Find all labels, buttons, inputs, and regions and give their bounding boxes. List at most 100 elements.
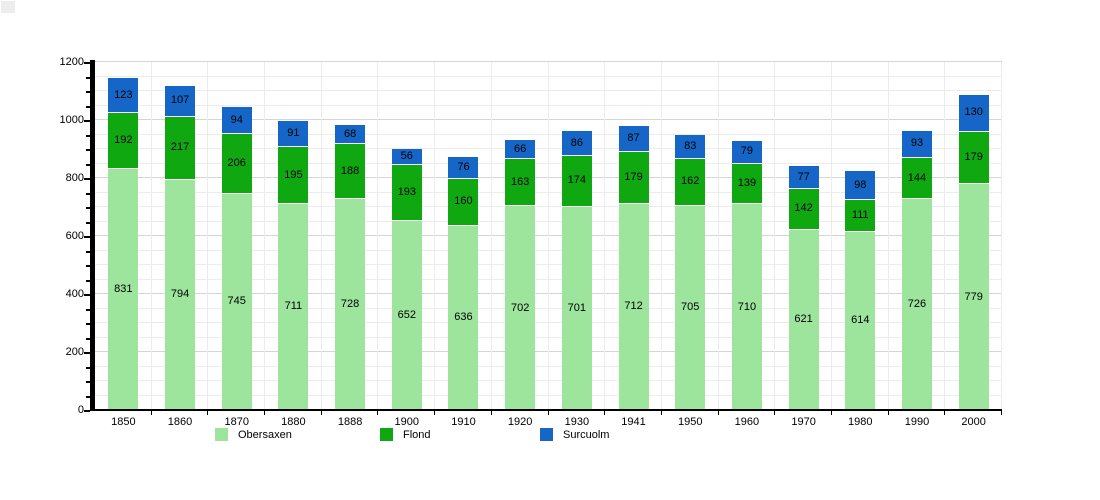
bar-segment-obersaxen: 794: [165, 179, 196, 410]
bar-value-label: 130: [964, 106, 983, 119]
plot-area: 831 192 123 1850 794 217 107 1860 745 206 94 1870 71…: [95, 61, 1002, 428]
bar-segment-obersaxen: 745: [221, 193, 252, 410]
bar-segment-surcuolm: 86: [561, 131, 592, 157]
bar-value-label: 711: [284, 300, 303, 313]
x-axis-tick: [660, 411, 662, 415]
bar-segment-obersaxen: 710: [731, 204, 762, 410]
bar-segment-flond: 144: [901, 157, 932, 200]
gridline-major: [95, 61, 1002, 62]
category-column: 779 179 130 2000: [945, 62, 1002, 428]
bar-value-label: 195: [284, 168, 303, 181]
bar-segment-surcuolm: 91: [278, 120, 309, 148]
x-axis-tick: [490, 411, 492, 415]
bar-value-label: 87: [627, 132, 640, 145]
bar-value-label: 77: [797, 170, 810, 183]
bar-segment-surcuolm: 83: [675, 134, 706, 159]
category-column: 614 111 98 1980: [832, 62, 889, 428]
bar-segment-surcuolm: 87: [618, 126, 649, 152]
gridline-minor: [95, 336, 1002, 338]
bar-value-label: 728: [340, 297, 360, 310]
x-axis-tick: [604, 411, 606, 415]
bar-segment-obersaxen: 779: [958, 184, 989, 410]
bar-value-label: 111: [851, 208, 869, 221]
category-column: 701 174 86 1930: [549, 62, 606, 428]
gridline-vertical: [944, 62, 946, 410]
bar-segment-surcuolm: 123: [108, 77, 139, 114]
bar-segment-surcuolm: 93: [901, 130, 932, 158]
x-axis-tick-label: 1920: [507, 416, 533, 428]
gridline-vertical: [660, 62, 662, 410]
bar-segment-obersaxen: 701: [561, 206, 592, 410]
gridline-minor: [95, 249, 1002, 251]
x-axis-tick-label: 1850: [111, 416, 136, 428]
x-axis-tick: [830, 411, 832, 415]
gridline-minor: [95, 365, 1002, 367]
y-axis-minor-tick: [86, 105, 90, 108]
y-axis-tick-label: 600: [65, 230, 84, 242]
gridline-major: [95, 293, 1002, 294]
y-axis-minor-tick: [86, 207, 90, 209]
y-axis-minor-tick: [86, 323, 90, 325]
bar-value-label: 162: [681, 175, 700, 188]
x-axis-tick: [774, 411, 776, 415]
bar-value-label: 636: [454, 311, 473, 324]
bar-value-label: 91: [287, 127, 300, 140]
bar-segment-flond: 179: [618, 151, 649, 204]
bar-value-label: 621: [794, 313, 813, 326]
bar-segment-flond: 179: [958, 132, 989, 185]
gridline-vertical: [547, 62, 549, 410]
x-axis-tick: [320, 411, 322, 415]
bar-value-label: 745: [227, 295, 246, 308]
y-axis-minor-tick: [86, 395, 90, 398]
bar-segment-surcuolm: 56: [391, 148, 422, 165]
bar-value-label: 160: [454, 195, 473, 208]
gridline-vertical: [320, 62, 322, 410]
category-column: 745 206 94 1870: [208, 62, 265, 428]
legend: Obersaxen Flond Surcuolm: [0, 428, 1100, 448]
gridline-minor: [95, 380, 1002, 381]
bar-value-label: 79: [740, 145, 754, 158]
bar-segment-flond: 111: [845, 199, 876, 232]
category-column: 652 193 56 1900: [378, 62, 435, 428]
y-axis-minor-tick: [86, 250, 90, 253]
bar-segment-flond: 174: [561, 156, 592, 207]
y-axis-major-tick: [84, 410, 90, 412]
bar-value-label: 76: [457, 161, 470, 174]
x-axis-tick-label: 1910: [451, 416, 476, 428]
x-axis-tick-label: 1990: [904, 416, 930, 428]
gridline-vertical: [490, 62, 492, 410]
category-column: 794 217 107 1860: [152, 62, 209, 428]
gridline-minor: [95, 220, 1002, 222]
bar-segment-obersaxen: 711: [278, 203, 309, 410]
y-axis-minor-tick: [86, 221, 90, 224]
y-axis-minor-tick: [86, 149, 90, 151]
y-axis-minor-tick: [86, 381, 90, 383]
gridline-minor: [95, 264, 1002, 265]
gridline-minor: [95, 206, 1002, 207]
bar-segment-flond: 142: [788, 188, 819, 230]
bar-segment-obersaxen: 636: [448, 225, 479, 410]
y-axis-major-tick: [84, 120, 90, 122]
category-column: 710 139 79 1960: [719, 62, 776, 428]
bar-value-label: 94: [230, 113, 243, 126]
gridline-minor: [95, 278, 1002, 280]
gridline-major: [95, 351, 1002, 352]
gridline-minor: [95, 104, 1002, 106]
legend-item-flond: Flond: [380, 428, 431, 441]
bar-value-label: 712: [624, 300, 643, 313]
gridline-vertical: [830, 62, 832, 410]
gridline-vertical: [377, 62, 379, 410]
bar-value-label: 794: [170, 288, 190, 301]
gridline-minor: [95, 75, 1002, 77]
gridline-vertical: [264, 62, 266, 410]
gridline-minor: [95, 90, 1002, 91]
gridline-vertical: [150, 62, 152, 410]
bar-value-label: 179: [964, 151, 983, 164]
x-axis-tick: [150, 411, 152, 415]
bar-value-label: 705: [681, 301, 700, 314]
bar-value-label: 144: [907, 171, 927, 184]
y-axis-minor-tick: [86, 134, 90, 137]
bar-value-label: 68: [343, 127, 357, 140]
bar-value-label: 710: [737, 300, 757, 313]
bar-value-label: 217: [170, 141, 190, 154]
